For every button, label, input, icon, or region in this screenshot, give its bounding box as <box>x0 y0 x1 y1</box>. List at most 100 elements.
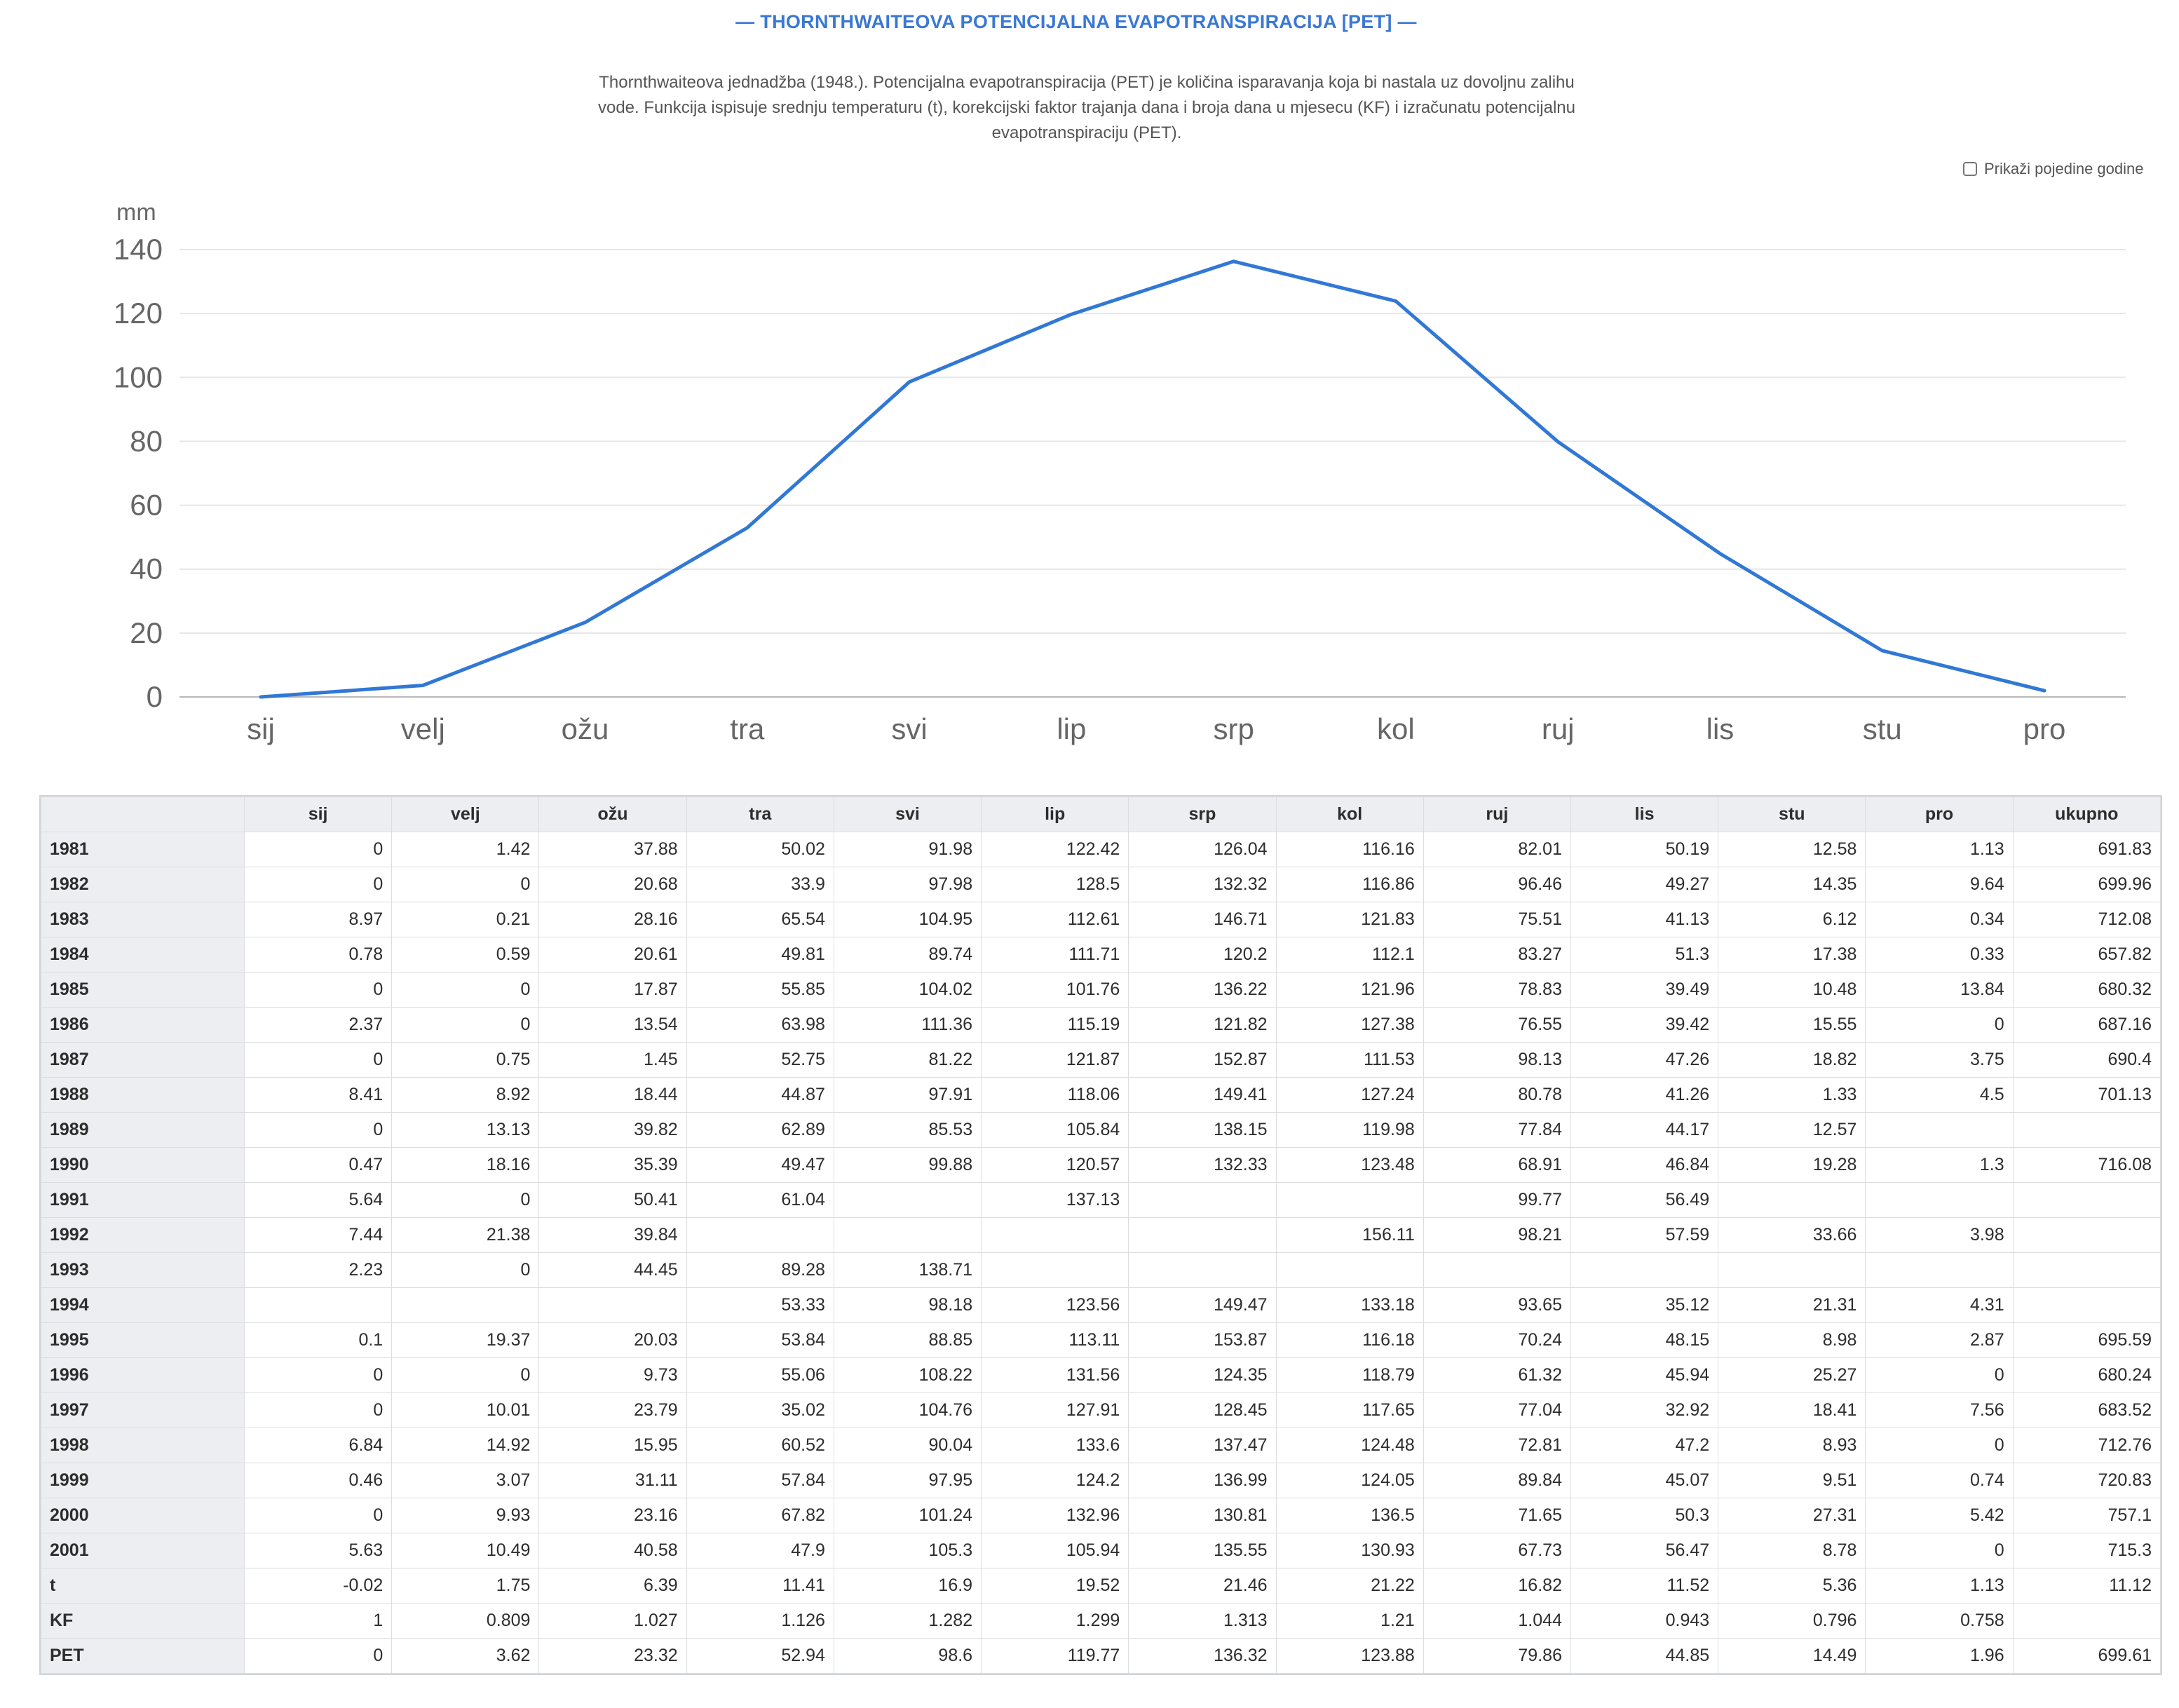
table-cell: 4.31 <box>1865 1287 2014 1323</box>
corner-header-cell <box>41 797 245 832</box>
table-cell: 68.91 <box>1423 1147 1571 1183</box>
pet-series-line <box>259 259 2046 699</box>
table-cell: 3.75 <box>1865 1042 2014 1078</box>
table-cell: 123.88 <box>1275 1638 1424 1674</box>
chart-grid <box>179 249 2126 698</box>
table-cell: 0 <box>243 972 393 1008</box>
row-label: 1985 <box>41 972 245 1008</box>
table-cell: 683.52 <box>2012 1392 2161 1428</box>
table-cell: 8.41 <box>243 1077 393 1113</box>
table-cell: 716.08 <box>2012 1147 2161 1183</box>
y-axis-ticks: 0 20 40 60 80 100 120 140 <box>114 233 163 713</box>
table-cell: 0.758 <box>1865 1603 2014 1639</box>
table-cell <box>1865 1112 2014 1148</box>
table-cell: 101.76 <box>981 972 1129 1008</box>
table-row: 2000 0 9.93 23.16 67.82 101.24 132.96 130.81 136… <box>41 1498 2161 1533</box>
table-cell: 2.37 <box>243 1007 393 1043</box>
table-cell: 60.52 <box>686 1428 834 1463</box>
table-cell: 48.15 <box>1570 1322 1719 1358</box>
table-cell: 5.63 <box>243 1533 393 1568</box>
table-cell: 10.49 <box>391 1533 540 1568</box>
x-tick-label: lis <box>1706 712 1735 745</box>
column-header-stu: stu <box>1718 797 1866 832</box>
table-cell <box>2012 1182 2161 1218</box>
table-cell: 156.11 <box>1275 1217 1424 1253</box>
table-cell: 8.93 <box>1718 1428 1866 1463</box>
table-cell: 18.16 <box>391 1147 540 1183</box>
table-cell: 4.5 <box>1865 1077 2014 1113</box>
table-cell: 132.96 <box>981 1498 1129 1533</box>
table-cell: 121.83 <box>1275 902 1424 937</box>
table-cell: 15.55 <box>1718 1007 1866 1043</box>
row-label: 1998 <box>41 1428 245 1463</box>
table-cell: 0.943 <box>1570 1603 1719 1639</box>
table-cell: 12.57 <box>1718 1112 1866 1148</box>
table-cell: 81.22 <box>833 1042 982 1078</box>
table-cell: 691.83 <box>2012 832 2161 867</box>
row-label: 1999 <box>41 1463 245 1498</box>
table-cell: 5.64 <box>243 1182 393 1218</box>
table-cell: 23.79 <box>538 1392 687 1428</box>
table-cell: 21.38 <box>391 1217 540 1253</box>
table-cell: 0 <box>391 1252 540 1288</box>
table-cell: 104.95 <box>833 902 982 937</box>
row-label: KF <box>41 1603 245 1639</box>
show-years-checkbox[interactable] <box>1963 162 1977 176</box>
table-cell: 50.02 <box>686 832 834 867</box>
pet-line-chart: mm 0 20 40 60 80 100 120 140 sij velj ožu tra svi li… <box>114 199 2126 745</box>
table-cell: 0 <box>391 972 540 1008</box>
row-label: 1991 <box>41 1182 245 1218</box>
table-row: 1984 0.78 0.59 20.61 49.81 89.74 111.71 120.2 11… <box>41 937 2161 972</box>
table-cell: 0.809 <box>391 1603 540 1639</box>
table-cell <box>833 1217 982 1253</box>
show-years-toggle[interactable]: Prikaži pojedine godine <box>1963 158 2144 179</box>
table-cell: 131.56 <box>981 1357 1129 1393</box>
row-label: 2001 <box>41 1533 245 1568</box>
table-cell: 20.68 <box>538 867 687 902</box>
table-cell: 9.93 <box>391 1498 540 1533</box>
table-cell: 3.62 <box>391 1638 540 1674</box>
table-cell: 49.47 <box>686 1147 834 1183</box>
table-cell <box>1570 1252 1719 1288</box>
table-cell: 104.76 <box>833 1392 982 1428</box>
table-cell: 17.38 <box>1718 937 1866 972</box>
table-cell: 149.41 <box>1128 1077 1277 1113</box>
table-row: 2001 5.63 10.49 40.58 47.9 105.3 105.94 135.55 1… <box>41 1533 2161 1568</box>
table-cell: 680.24 <box>2012 1357 2161 1393</box>
table-cell: 9.73 <box>538 1357 687 1393</box>
x-tick-label: srp <box>1213 712 1254 745</box>
table-cell: 88.85 <box>833 1322 982 1358</box>
row-label: t <box>41 1568 245 1604</box>
table-cell: 111.36 <box>833 1007 982 1043</box>
table-cell: 52.75 <box>686 1042 834 1078</box>
table-cell: 0.21 <box>391 902 540 937</box>
row-label: 2000 <box>41 1498 245 1533</box>
table-cell: 1 <box>243 1603 393 1639</box>
table-cell: 0 <box>243 1392 393 1428</box>
table-cell: 89.84 <box>1423 1463 1571 1498</box>
table-cell <box>1275 1182 1424 1218</box>
table-cell: 0 <box>243 1357 393 1393</box>
table-cell: 52.94 <box>686 1638 834 1674</box>
x-tick-label: tra <box>730 712 765 745</box>
table-cell: 80.78 <box>1423 1077 1571 1113</box>
table-cell: 136.22 <box>1128 972 1277 1008</box>
table-cell <box>2012 1252 2161 1288</box>
row-label: 1987 <box>41 1042 245 1078</box>
table-cell: 137.13 <box>981 1182 1129 1218</box>
table-cell: 99.88 <box>833 1147 982 1183</box>
table-cell: 0 <box>243 832 393 867</box>
table-cell: 82.01 <box>1423 832 1571 867</box>
table-cell: 116.86 <box>1275 867 1424 902</box>
table-cell: 3.98 <box>1865 1217 2014 1253</box>
table-cell: 98.6 <box>833 1638 982 1674</box>
table-cell: 136.99 <box>1128 1463 1277 1498</box>
table-cell: 130.81 <box>1128 1498 1277 1533</box>
table-cell: 1.027 <box>538 1603 687 1639</box>
table-cell: 45.07 <box>1570 1463 1719 1498</box>
table-cell: 101.24 <box>833 1498 982 1533</box>
table-cell: 50.3 <box>1570 1498 1719 1533</box>
table-cell: 0 <box>1865 1428 2014 1463</box>
show-years-label[interactable]: Prikaži pojedine godine <box>1984 160 2144 177</box>
table-cell: 1.96 <box>1865 1638 2014 1674</box>
